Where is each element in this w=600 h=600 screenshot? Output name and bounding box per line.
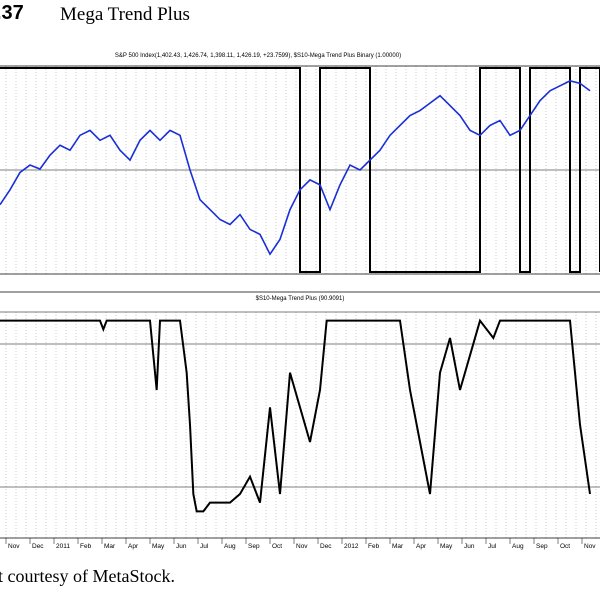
x-tick-label: Nov: [584, 543, 596, 550]
top-panel-header: S&P 500 Index(1,402.43, 1,426.74, 1,398.…: [115, 53, 401, 59]
x-tick-label: 2012: [344, 543, 359, 550]
figure-title: Mega Trend Plus: [60, 4, 190, 25]
x-tick-label: Mar: [104, 543, 116, 550]
bottom-panel-header: $S10-Mega Trend Plus (90.9091): [256, 296, 345, 302]
x-tick-label: Jun: [176, 543, 187, 550]
x-tick-label: Sep: [248, 543, 260, 550]
x-tick-label: Oct: [272, 543, 282, 550]
x-tick-label: Dec: [32, 543, 44, 550]
x-tick-label: Dec: [320, 543, 332, 550]
binary-signal-line: [0, 67, 600, 273]
x-tick-label: Feb: [368, 543, 380, 550]
x-tick-label: Feb: [80, 543, 92, 550]
x-tick-label: Aug: [512, 543, 524, 550]
x-tick-label: May: [440, 543, 453, 550]
x-tick-label: 2011: [56, 543, 70, 550]
figure-number: .37: [0, 2, 24, 24]
x-tick-label: Sep: [536, 543, 548, 550]
sp500-index-line: [0, 80, 591, 256]
x-tick-label: Apr: [416, 543, 427, 550]
mega-trend-plus-line: [0, 318, 591, 513]
x-tick-label: Jun: [464, 543, 475, 550]
x-tick-label: Nov: [296, 543, 308, 550]
x-tick-label: Jul: [200, 543, 209, 550]
x-tick-label: May: [152, 543, 165, 550]
figure-caption: t courtesy of MetaStock.: [0, 566, 175, 586]
x-tick-label: Oct: [560, 543, 570, 550]
x-tick-label: Apr: [128, 543, 139, 550]
x-tick-label: Aug: [224, 543, 236, 550]
x-tick-label: Jul: [488, 543, 497, 550]
x-tick-label: Mar: [392, 543, 404, 550]
x-tick-label: Nov: [8, 543, 20, 550]
